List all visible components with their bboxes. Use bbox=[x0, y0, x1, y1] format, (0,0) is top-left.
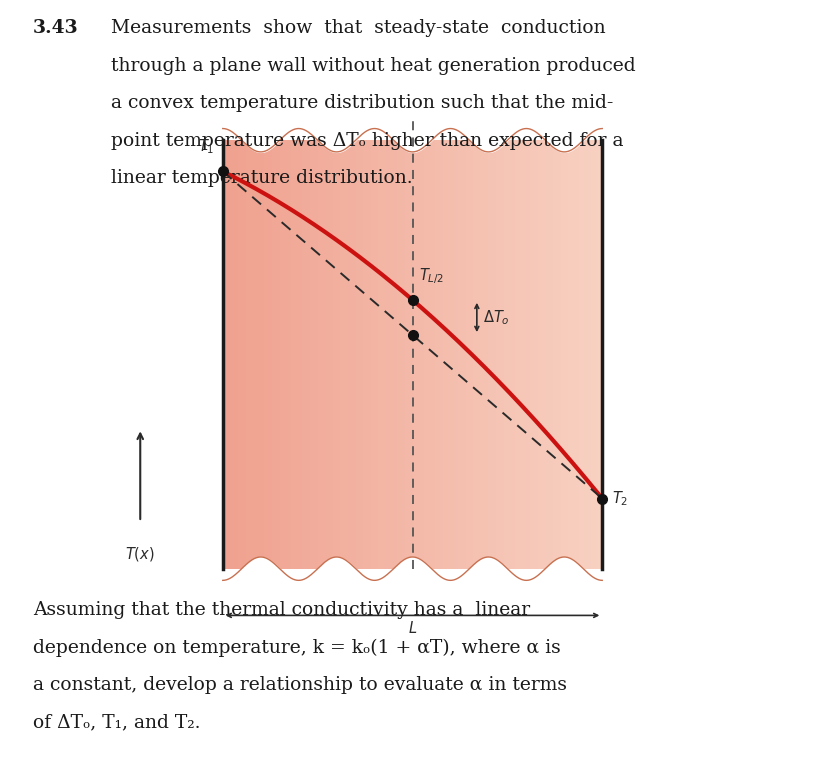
Text: through a plane wall without heat generation produced: through a plane wall without heat genera… bbox=[111, 57, 636, 75]
Text: point temperature was ΔTₒ higher than expected for a: point temperature was ΔTₒ higher than ex… bbox=[111, 132, 624, 150]
Text: $T_2$: $T_2$ bbox=[612, 489, 629, 508]
Text: linear temperature distribution.: linear temperature distribution. bbox=[111, 169, 413, 187]
Text: dependence on temperature, k = kₒ(1 + αT), where α is: dependence on temperature, k = kₒ(1 + αT… bbox=[33, 639, 561, 657]
Text: Measurements  show  that  steady-state  conduction: Measurements show that steady-state cond… bbox=[111, 19, 606, 37]
Text: a convex temperature distribution such that the mid-: a convex temperature distribution such t… bbox=[111, 94, 614, 112]
Text: 3.43: 3.43 bbox=[33, 19, 78, 37]
Text: a constant, develop a relationship to evaluate α in terms: a constant, develop a relationship to ev… bbox=[33, 676, 567, 694]
Text: Assuming that the thermal conductivity has a  linear: Assuming that the thermal conductivity h… bbox=[33, 601, 530, 619]
Text: of ΔTₒ, T₁, and T₂.: of ΔTₒ, T₁, and T₂. bbox=[33, 714, 200, 731]
Text: $L$: $L$ bbox=[408, 620, 417, 636]
Text: $T(x)$: $T(x)$ bbox=[125, 545, 155, 563]
Text: $T_{L/2}$: $T_{L/2}$ bbox=[419, 266, 444, 286]
Text: $\Delta T_o$: $\Delta T_o$ bbox=[483, 308, 510, 327]
Text: $T_1$: $T_1$ bbox=[198, 137, 214, 156]
